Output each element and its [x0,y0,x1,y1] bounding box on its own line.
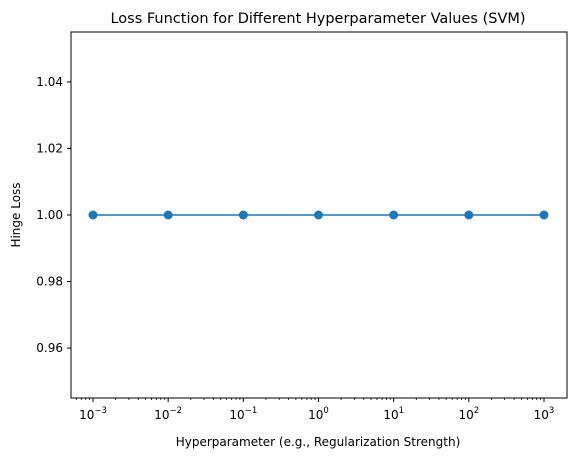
data-point [464,210,474,220]
y-tick-label: 1.02 [36,141,63,155]
data-point [314,210,323,220]
chart-title: Loss Function for Different Hyperparamet… [110,11,525,27]
data-point [238,210,248,220]
x-tick-label: 102 [458,406,479,422]
x-tick-label: 103 [534,406,555,422]
y-tick-label: 0.96 [36,341,63,355]
y-axis-label: Hinge Loss [9,182,23,247]
y-tick-label: 1.04 [36,75,63,89]
data-point [163,210,173,220]
data-point [389,210,399,220]
plot-area [70,31,568,399]
x-tick-label: 101 [383,406,404,422]
data-point [88,210,98,220]
x-tick-label: 100 [308,406,329,422]
x-axis: 10−3 10−2 10−1 100 101 102 103 [75,398,555,422]
data-point [539,210,549,220]
y-tick-label: 0.98 [36,275,63,289]
series-layer [88,210,549,220]
y-axis: 0.96 0.98 1.00 1.02 1.04 [36,75,71,355]
x-axis-label: Hyperparameter (e.g., Regularization Str… [176,435,461,449]
y-tick-label: 1.00 [36,208,63,222]
x-tick-label: 10−1 [229,406,257,422]
x-tick-label: 10−3 [79,406,107,422]
x-tick-label: 10−2 [154,406,182,422]
